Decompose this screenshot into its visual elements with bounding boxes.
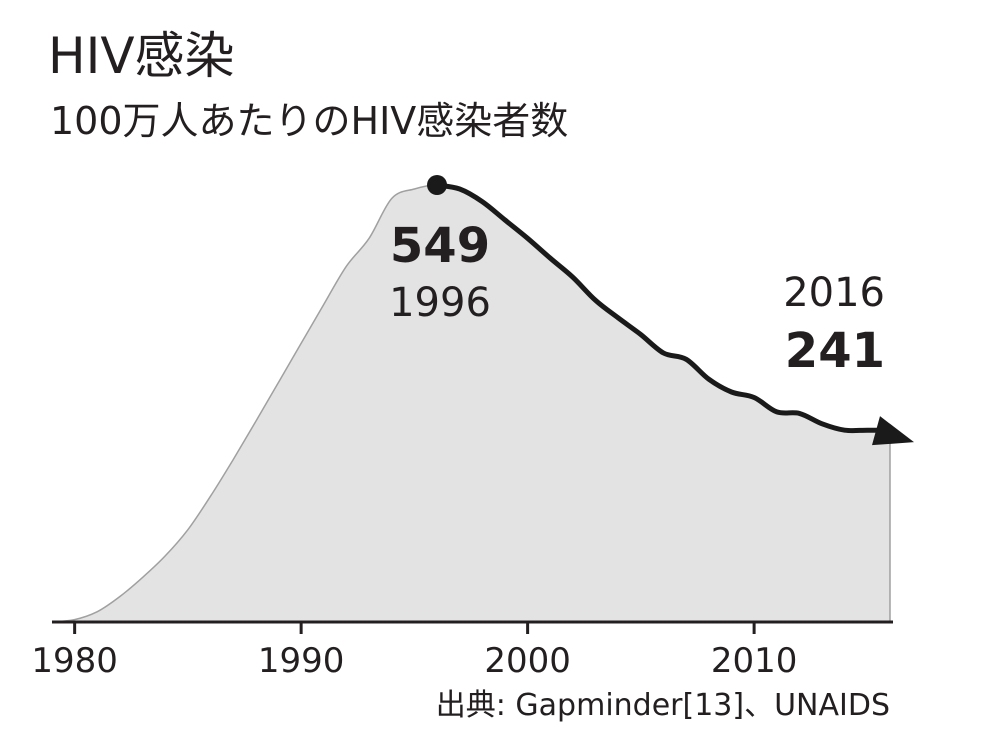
end-value-label: 241 (785, 323, 885, 379)
peak-year-label: 1996 (389, 280, 491, 326)
trend-arrow-icon (872, 416, 914, 446)
chart-title: HIV感染 (48, 27, 235, 85)
end-year-label: 2016 (783, 270, 885, 316)
x-axis-ticks: 1980 1990 2000 2010 (31, 622, 797, 681)
peak-marker (427, 175, 448, 195)
infection-trend-line (434, 182, 893, 434)
annotations: 549 1996 2016 241 (389, 218, 885, 379)
x-tick-label: 1980 (31, 641, 118, 681)
x-tick-label: 2010 (711, 641, 798, 681)
x-tick-label: 1990 (258, 641, 345, 681)
source-note: 出典: Gapminder[13]、UNAIDS (436, 688, 890, 723)
plot-area (51, 175, 914, 623)
peak-value-label: 549 (390, 218, 490, 274)
x-tick-label: 2000 (484, 641, 571, 681)
chart-subtitle: 100万人あたりのHIV感染者数 (50, 99, 568, 143)
